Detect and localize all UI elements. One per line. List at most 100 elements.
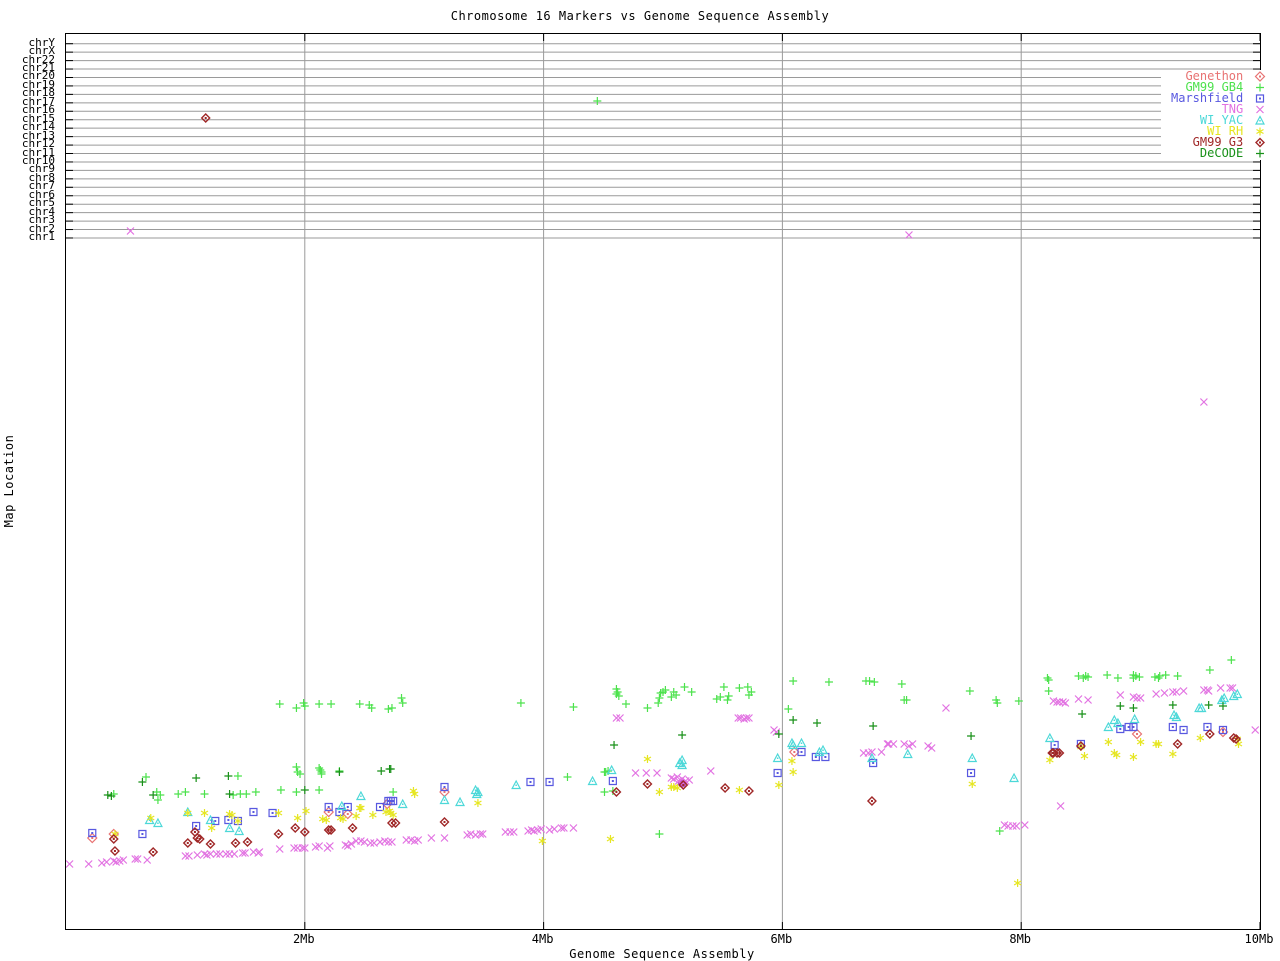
scatter-point-dot <box>681 764 683 766</box>
scatter-point <box>183 809 192 817</box>
scatter-point <box>276 786 285 794</box>
scatter-point-dot <box>1119 728 1122 730</box>
scatter-point <box>902 696 911 704</box>
scatter-point <box>1228 690 1239 701</box>
scatter-point <box>268 808 277 818</box>
scatter-point <box>242 837 253 847</box>
scatter-point <box>298 844 307 852</box>
scatter-point <box>325 842 334 850</box>
scatter-point-dot <box>459 801 461 803</box>
scatter-point <box>327 700 336 708</box>
scatter-point <box>1061 699 1070 707</box>
scatter-point <box>355 790 366 801</box>
legend-item: TNG <box>1171 103 1267 115</box>
scatter-point <box>606 835 615 843</box>
scatter-point <box>1109 714 1120 725</box>
scatter-point <box>205 814 216 825</box>
scatter-point <box>1113 674 1122 682</box>
scatter-point <box>868 748 876 756</box>
scatter-point <box>440 834 449 842</box>
scatter-point <box>678 780 689 790</box>
legend-label: WI RH <box>1207 124 1244 138</box>
scatter-point <box>216 850 224 858</box>
legend-swatch-icon <box>1256 149 1265 158</box>
scatter-point <box>866 752 877 763</box>
scatter-point-dot <box>1221 699 1223 701</box>
scatter-point <box>388 838 396 846</box>
scatter-point-dot <box>346 813 349 815</box>
scatter-point <box>563 773 572 781</box>
scatter-point <box>478 830 487 838</box>
scatter-point <box>234 825 245 836</box>
scatter-point <box>131 855 140 863</box>
scatter-point <box>398 699 407 707</box>
scatter-point <box>1129 704 1138 712</box>
scatter-point <box>1050 740 1059 750</box>
scatter-point <box>103 791 112 799</box>
scatter-point <box>290 823 301 833</box>
scatter-point <box>397 798 408 809</box>
scatter-point <box>211 816 220 826</box>
scatter-point-dot <box>327 811 330 813</box>
scatter-point <box>593 97 602 105</box>
scatter-point <box>292 788 301 796</box>
chr-axis-label: chr4 <box>28 204 56 218</box>
scatter-point <box>109 846 120 856</box>
scatter-point <box>241 849 250 857</box>
scatter-point <box>1150 673 1159 681</box>
scatter-point <box>813 719 822 727</box>
scatter-point <box>995 827 1004 835</box>
scatter-point <box>1216 684 1225 692</box>
scatter-point <box>1103 671 1112 679</box>
scatter-point <box>274 809 283 817</box>
scatter-point-dot <box>1175 716 1178 718</box>
scatter-point <box>677 754 688 765</box>
scatter-point <box>133 855 142 863</box>
scatter-point <box>389 796 398 806</box>
scatter-point <box>336 800 347 811</box>
scatter-point-dot <box>443 791 446 793</box>
scatter-point <box>109 857 118 865</box>
scatter-point <box>293 768 302 776</box>
scatter-point <box>687 688 696 696</box>
scatter-point <box>1168 688 1177 696</box>
chr-axis-label: chr13 <box>21 128 55 142</box>
scatter-point-dot <box>1049 737 1051 739</box>
scatter-point <box>225 790 234 798</box>
scatter-point-dot <box>1259 97 1262 100</box>
scatter-point <box>194 834 205 844</box>
scatter-point-dot <box>1107 726 1110 728</box>
scatter-point <box>743 786 754 796</box>
legend-item: Marshfield <box>1171 92 1267 104</box>
scatter-point <box>181 852 190 860</box>
scatter-point <box>865 677 874 685</box>
legend: Genethon GM99 GB4 Marshfield TNG WI YAC WI RH… <box>1161 70 1274 160</box>
scatter-point-dot <box>682 784 685 786</box>
scatter-point <box>608 776 617 786</box>
scatter-point <box>1216 694 1227 705</box>
chr-axis-label: chr3 <box>28 213 56 227</box>
series-gm99-g3 <box>108 113 1242 857</box>
scatter-point <box>897 680 906 688</box>
scatter-point-dot <box>141 833 144 835</box>
scatter-point-dot <box>401 803 404 805</box>
gridlines <box>66 34 1260 929</box>
scatter-point <box>1059 698 1067 706</box>
scatter-point <box>742 714 751 722</box>
scatter-point <box>222 850 230 858</box>
scatter-point <box>357 804 365 812</box>
scatter-point-dot <box>392 800 395 802</box>
scatter-point <box>1168 701 1177 709</box>
scatter-point <box>1013 879 1022 887</box>
scatter-point <box>249 807 258 817</box>
scatter-point <box>439 794 450 805</box>
scatter-point <box>1168 722 1177 732</box>
scatter-point <box>66 860 74 868</box>
legend-item: Genethon <box>1171 70 1267 82</box>
legend-swatch-icon <box>1256 127 1265 136</box>
scatter-point-dot <box>389 800 392 802</box>
scatter-point <box>680 683 689 691</box>
scatter-point <box>275 700 284 708</box>
scatter-point <box>613 688 622 696</box>
scatter-point-dot <box>113 850 116 852</box>
